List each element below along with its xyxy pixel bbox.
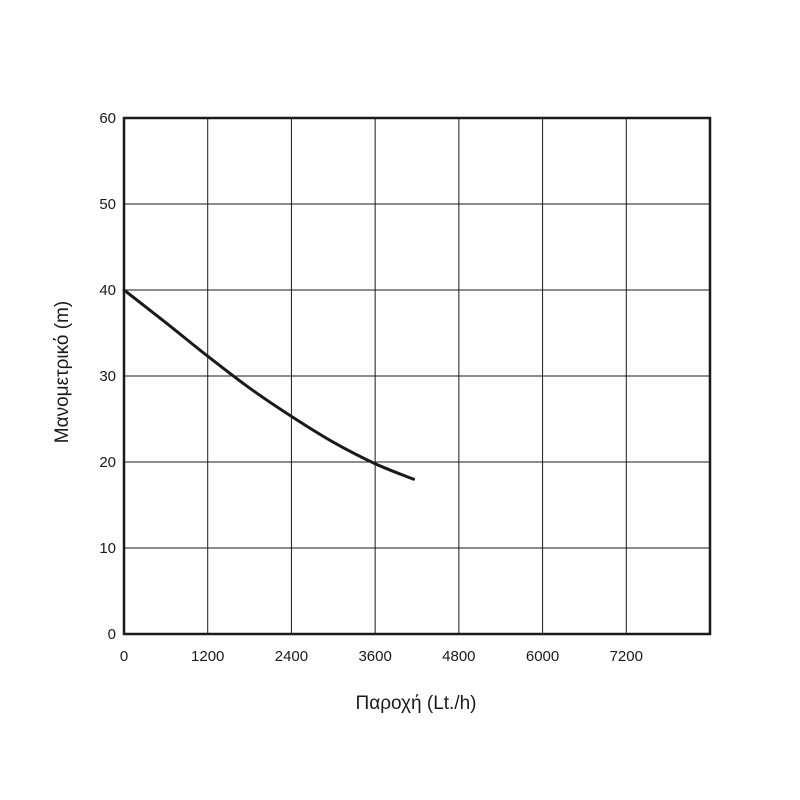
x-axis-title: Παροχή (Lt./h) — [355, 693, 476, 714]
x-axis-ticks: 0 1200 2400 3600 4800 6000 7200 — [120, 648, 643, 665]
x-tick-label: 7200 — [610, 648, 643, 665]
y-tick-label: 60 — [99, 110, 116, 127]
y-tick-label: 30 — [99, 368, 116, 385]
y-tick-label: 40 — [99, 282, 116, 299]
y-axis-title: Μανομετρικό (m) — [52, 301, 73, 443]
y-tick-label: 20 — [99, 454, 116, 471]
x-tick-label: 6000 — [526, 648, 559, 665]
x-tick-label: 3600 — [358, 648, 391, 665]
pump-curve-line — [122, 288, 416, 481]
x-tick-label: 2400 — [275, 648, 308, 665]
y-axis-ticks: 0 10 20 30 40 50 60 — [99, 110, 116, 643]
plot-frame — [122, 116, 712, 636]
x-tick-label: 1200 — [191, 648, 224, 665]
x-tick-label: 0 — [120, 648, 128, 665]
y-tick-label: 10 — [99, 540, 116, 557]
grid — [124, 118, 710, 634]
y-tick-label: 50 — [99, 196, 116, 213]
x-tick-label: 4800 — [442, 648, 475, 665]
series-layer — [122, 288, 416, 481]
y-tick-label: 0 — [108, 626, 116, 643]
